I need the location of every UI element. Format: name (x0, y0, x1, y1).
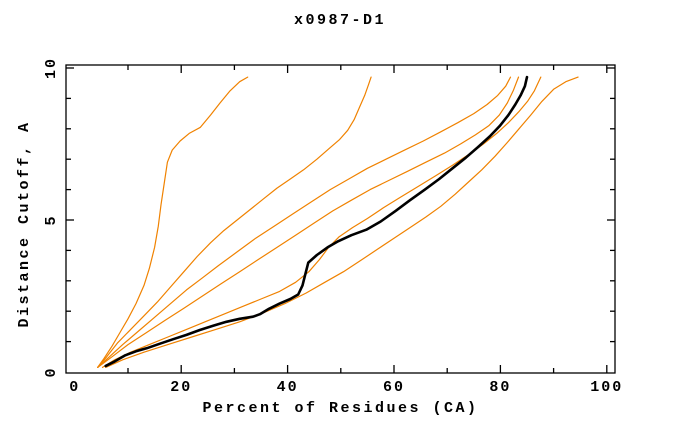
x-tick-label: 40 (277, 379, 299, 396)
x-tick-label: 80 (489, 379, 511, 396)
axis-tick-labels: 0 20 40 60 80 100 0 5 10 (43, 57, 623, 396)
x-tick-label: 100 (590, 379, 623, 396)
series-orange-1-steep (97, 76, 249, 368)
x-tick-label: 60 (383, 379, 405, 396)
series-black-model (104, 75, 529, 368)
series-orange-6-shallow-right (105, 76, 579, 368)
series-orange-3 (97, 76, 512, 368)
y-tick-label: 0 (43, 366, 60, 377)
x-tick-label: 20 (170, 379, 192, 396)
chart-title: x0987-D1 (293, 12, 386, 29)
series-orange-2 (97, 76, 372, 368)
y-tick-label: 5 (43, 214, 60, 225)
plot-frame (65, 64, 616, 374)
y-tick-label: 10 (43, 57, 60, 79)
series-orange-4-crosses-black (97, 76, 520, 368)
x-axis-title: Percent of Residues (CA) (202, 400, 479, 417)
x-tick-label: 0 (69, 379, 80, 396)
axis-ticks (66, 65, 615, 373)
series-orange-5-hugs-black (101, 76, 542, 368)
